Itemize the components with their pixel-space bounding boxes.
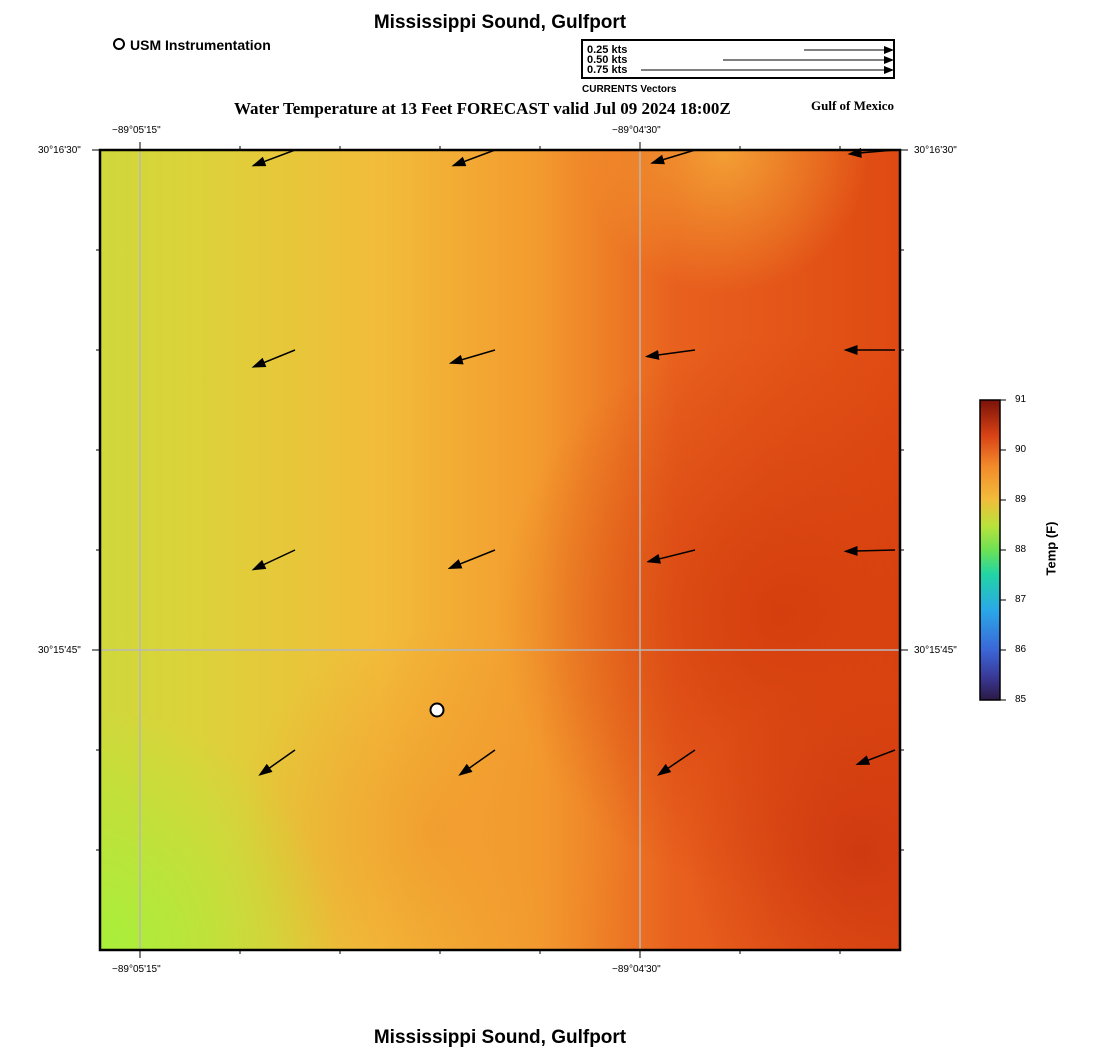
x-tick-label-top: −89°04'30": [612, 125, 661, 136]
colorbar-ticks: [1000, 399, 1006, 701]
current-vector-arrow: [251, 549, 296, 571]
map-frame-ticks: [92, 142, 908, 958]
current-vector-arrow: [251, 349, 296, 368]
current-vector-arrow: [847, 147, 896, 158]
region-label: Gulf of Mexico: [811, 98, 895, 113]
y-tick-label-left: 30°16'30": [38, 145, 81, 156]
temperature-field: [100, 150, 900, 950]
map-grid: [100, 150, 900, 950]
vector-scale-box: 0.25 kts 0.50 kts 0.75 kts: [581, 39, 895, 79]
colorbar-tick-label: 89: [1015, 494, 1027, 505]
current-vector-arrow: [251, 149, 296, 167]
current-vector-arrow: [448, 349, 496, 365]
current-vector-arrow: [843, 545, 896, 556]
current-vector-arrow: [656, 749, 696, 776]
current-vector-arrow: [447, 549, 496, 569]
current-vectors: [251, 147, 896, 776]
current-vector-arrow: [258, 749, 296, 776]
y-tick-label-right: 30°16'30": [914, 145, 957, 156]
vector-scale-label: 0.25 kts: [587, 44, 628, 56]
vector-scale-label: 0.75 kts: [587, 64, 628, 76]
current-vector-arrow: [650, 149, 696, 165]
station-legend-label: USM Instrumentation: [130, 37, 271, 53]
colorbar-title: Temp (F): [1043, 521, 1059, 576]
current-vector-arrow: [644, 349, 696, 360]
station-marker-icon[interactable]: [429, 702, 445, 718]
page-title: Mississippi Sound, Gulfport: [373, 12, 627, 33]
colorbar-tick-label: 91: [1015, 394, 1027, 405]
x-tick-label-bottom: −89°04'30": [612, 964, 661, 975]
current-vector-arrow: [646, 549, 696, 564]
y-tick-label-right: 30°15'45": [914, 645, 957, 656]
map-title: Water Temperature at 13 Feet FORECAST va…: [234, 99, 731, 118]
colorbar-tick-label: 90: [1015, 444, 1027, 455]
x-tick-label-top: −89°05'15": [112, 125, 161, 136]
station-marker-legend-icon: [113, 38, 125, 50]
y-tick-label-left: 30°15'45": [38, 645, 81, 656]
vector-scale-label: 0.50 kts: [587, 54, 628, 66]
x-tick-label-bottom: −89°05'15": [112, 964, 161, 975]
colorbar-tick-label: 85: [1015, 694, 1027, 705]
current-vector-arrow: [855, 749, 896, 766]
current-vector-arrow: [458, 749, 496, 776]
vector-caption: CURRENTS Vectors: [582, 84, 677, 95]
current-vector-arrow: [451, 149, 496, 167]
page-footer-title: Mississippi Sound, Gulfport: [373, 1027, 627, 1048]
colorbar: [979, 399, 1001, 701]
vector-scale-arrows: [641, 46, 893, 74]
colorbar-tick-label: 87: [1015, 594, 1027, 605]
colorbar-tick-label: 86: [1015, 644, 1027, 655]
colorbar-tick-label: 88: [1015, 544, 1027, 555]
